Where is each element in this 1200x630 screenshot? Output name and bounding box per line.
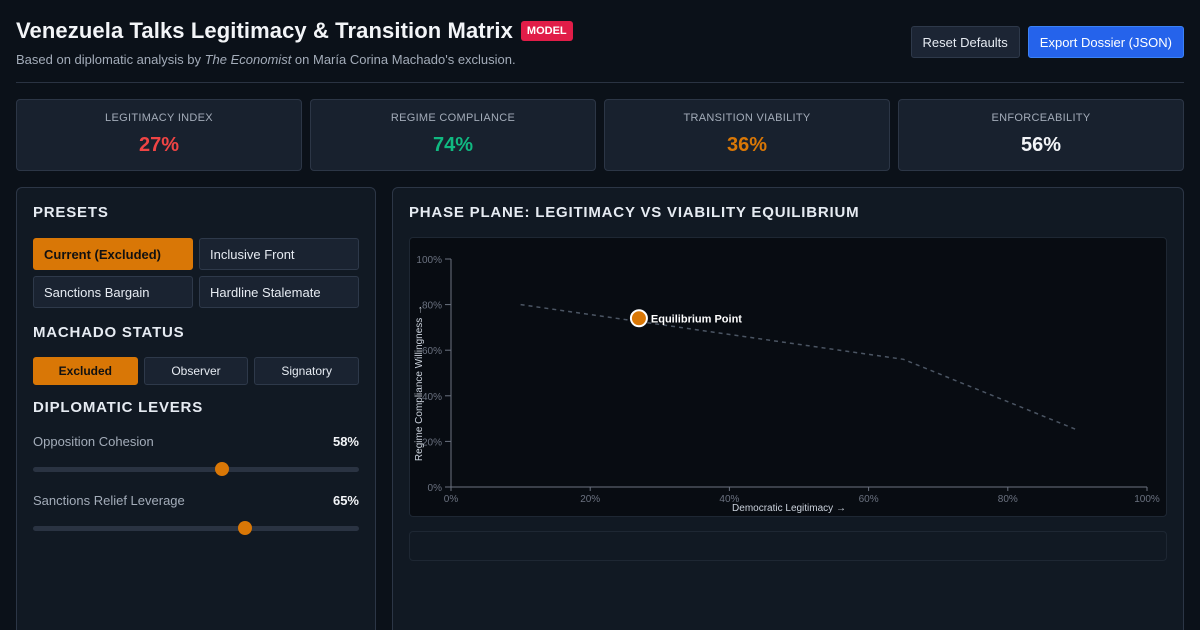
y-tick-label: 60% <box>422 346 442 357</box>
x-axis-label: Democratic Legitimacy → <box>732 503 846 514</box>
preset-current-excluded[interactable]: Current (Excluded) <box>33 238 193 270</box>
x-tick-label: 100% <box>1134 494 1160 505</box>
kpi-value: 74% <box>432 134 474 156</box>
phase-plane-chart: 0% 20% 40% 60% 80% 100% 0% 20% 40% 60% 80% 100% Equi… <box>409 237 1167 517</box>
kpi-label: LEGITIMACY INDEX <box>105 112 213 124</box>
slider-thumb[interactable] <box>215 462 230 476</box>
model-badge: MODEL <box>520 21 573 41</box>
machado-status-heading: MACHADO STATUS <box>33 324 185 341</box>
diplomatic-levers-heading: DIPLOMATIC LEVERS <box>33 399 203 416</box>
presets-grid: Current (Excluded) Inclusive Front Sanct… <box>33 238 359 308</box>
lever-label: Sanctions Relief Leverage <box>33 493 185 508</box>
subtitle-source: The Economist <box>204 52 292 67</box>
status-signatory-button[interactable]: Signatory <box>254 357 360 385</box>
page-subtitle: Based on diplomatic analysis by The Econ… <box>16 52 1184 67</box>
kpi-row: LEGITIMACY INDEX 27% REGIME COMPLIANCE 7… <box>16 99 1184 171</box>
chart-panel-title: PHASE PLANE: LEGITIMACY VS VIABILITY EQU… <box>409 204 860 221</box>
y-tick-label: 80% <box>422 301 442 312</box>
kpi-label: TRANSITION VIABILITY <box>683 112 811 124</box>
kpi-value: 36% <box>726 134 768 156</box>
subtitle-prefix: Based on diplomatic analysis by <box>16 52 205 67</box>
subtitle-suffix: on María Corina Machado's exclusion. <box>291 52 516 67</box>
y-tick-label: 100% <box>416 255 442 266</box>
controls-panel: PRESETS Current (Excluded) Inclusive Fro… <box>16 187 376 630</box>
presets-heading: PRESETS <box>33 204 109 221</box>
preset-inclusive-front[interactable]: Inclusive Front <box>199 238 359 270</box>
chart-panel: PHASE PLANE: LEGITIMACY VS VIABILITY EQU… <box>392 187 1184 630</box>
phase-plane-svg: 0% 20% 40% 60% 80% 100% 0% 20% 40% 60% 80% 100% Equi… <box>414 255 1160 514</box>
header: Venezuela Talks Legitimacy & Transition … <box>16 18 1184 68</box>
opposition-cohesion-slider[interactable] <box>33 462 359 476</box>
x-tick-label: 0% <box>444 494 459 505</box>
lever-opposition-cohesion: Opposition Cohesion 58% <box>33 434 359 476</box>
status-observer-button[interactable]: Observer <box>143 357 249 385</box>
equilibrium-point-label: Equilibrium Point <box>651 313 742 325</box>
x-tick-label: 40% <box>719 494 739 505</box>
chart-footer-box <box>409 531 1167 561</box>
reset-defaults-button[interactable]: Reset Defaults <box>910 26 1020 58</box>
kpi-card-viability: TRANSITION VIABILITY 36% <box>604 99 890 171</box>
lever-label: Opposition Cohesion <box>33 434 154 449</box>
export-dossier-button[interactable]: Export Dossier (JSON) <box>1027 26 1184 58</box>
x-tick-label: 80% <box>998 494 1018 505</box>
x-tick-label: 60% <box>859 494 879 505</box>
status-excluded-button[interactable]: Excluded <box>33 357 138 385</box>
kpi-value: 27% <box>138 134 180 156</box>
machado-status-toggle: Excluded Observer Signatory <box>33 357 360 385</box>
kpi-card-enforceability: ENFORCEABILITY 56% <box>898 99 1184 171</box>
kpi-label: REGIME COMPLIANCE <box>390 112 516 124</box>
lever-value: 65% <box>332 493 359 508</box>
x-tick-label: 20% <box>580 494 600 505</box>
page-title: Venezuela Talks Legitimacy & Transition … <box>16 18 513 43</box>
kpi-card-compliance: REGIME COMPLIANCE 74% <box>310 99 596 171</box>
header-actions: Reset Defaults Export Dossier (JSON) <box>910 26 1184 58</box>
header-divider <box>16 82 1184 83</box>
kpi-value: 56% <box>1020 134 1062 156</box>
kpi-card-legitimacy: LEGITIMACY INDEX 27% <box>16 99 302 171</box>
equilibrium-point-marker <box>629 309 648 328</box>
lever-value: 58% <box>332 434 359 449</box>
y-tick-label: 20% <box>422 437 442 448</box>
trajectory-line <box>520 303 1078 431</box>
y-tick-label: 40% <box>422 392 442 403</box>
slider-thumb[interactable] <box>237 521 252 535</box>
preset-sanctions-bargain[interactable]: Sanctions Bargain <box>33 276 193 308</box>
lever-sanctions-relief: Sanctions Relief Leverage 65% <box>33 493 359 535</box>
kpi-label: ENFORCEABILITY <box>991 112 1091 124</box>
y-tick-label: 0% <box>428 483 443 494</box>
preset-hardline-stalemate[interactable]: Hardline Stalemate <box>199 276 359 308</box>
y-axis-label: Regime Compliance Willingness → <box>414 305 425 461</box>
sanctions-relief-slider[interactable] <box>33 521 359 535</box>
